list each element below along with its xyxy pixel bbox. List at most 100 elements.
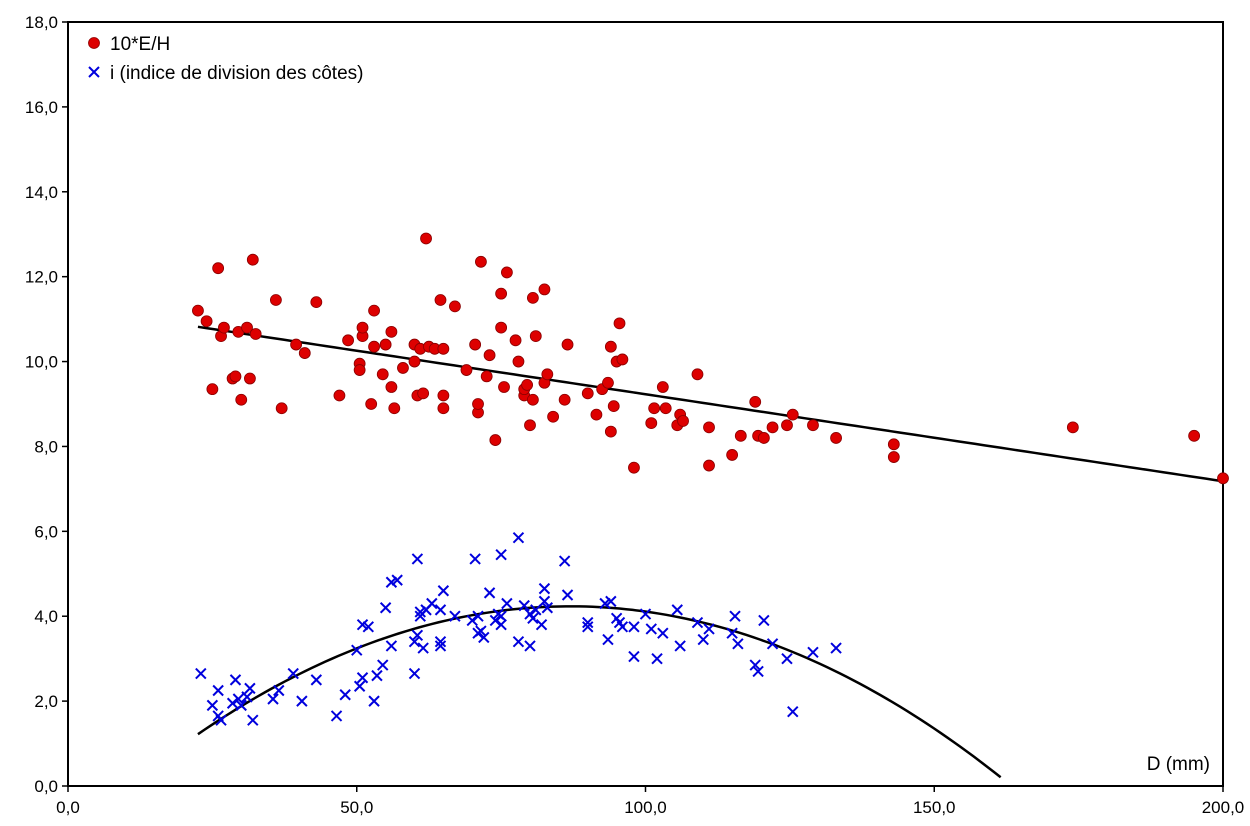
data-point-x: [697, 633, 709, 646]
data-point-x: [527, 612, 539, 625]
data-point-circle: [333, 389, 346, 402]
data-point-circle: [500, 266, 513, 279]
data-point-circle: [781, 419, 793, 432]
data-point-x: [287, 667, 299, 680]
legend-label-index: i (indice de division des côtes): [110, 63, 363, 84]
data-point-x: [807, 646, 819, 659]
data-point-circle: [734, 429, 747, 442]
data-point-circle: [342, 334, 354, 347]
x-tick-label: 100,0: [624, 798, 667, 817]
data-point-circle: [472, 398, 484, 410]
data-point-circle: [1188, 429, 1201, 442]
data-point-x: [195, 667, 207, 680]
data-point-circle: [512, 355, 525, 368]
data-point-x: [495, 619, 507, 631]
data-point-circle: [538, 283, 551, 296]
data-point-x: [241, 691, 253, 703]
data-point-circle: [475, 255, 487, 268]
data-point-x: [478, 631, 490, 644]
data-point-x: [758, 614, 770, 627]
data-point-circle: [212, 262, 225, 275]
data-point-circle: [830, 432, 842, 444]
data-point-circle: [645, 417, 658, 430]
data-point-x: [296, 695, 308, 707]
data-point-x: [787, 706, 799, 718]
data-point-circle: [480, 370, 493, 383]
data-point-circle: [495, 321, 508, 334]
data-point-circle: [249, 328, 262, 340]
data-point-x: [267, 693, 279, 705]
data-point-circle: [526, 291, 539, 304]
data-point-circle: [385, 325, 398, 338]
data-point-circle: [235, 393, 248, 406]
data-point-circle: [541, 368, 554, 381]
legend-label-ratio: 10*E/H: [110, 34, 170, 55]
data-point-circle: [628, 461, 640, 474]
data-point-x: [628, 650, 640, 663]
data-point-circle: [365, 398, 378, 410]
data-point-x: [235, 699, 247, 712]
x-axis-title: D (mm): [1147, 754, 1210, 775]
data-point-circle: [524, 419, 536, 432]
data-point-x: [212, 684, 224, 697]
data-point-x: [538, 582, 551, 595]
data-point-circle: [590, 408, 603, 421]
y-tick-label: 18,0: [25, 13, 58, 32]
data-point-circle: [757, 432, 770, 444]
y-tick-label: 10,0: [25, 353, 58, 372]
data-point-x: [628, 621, 640, 633]
data-point-x: [472, 610, 484, 622]
data-point-x: [469, 553, 481, 565]
data-point-x: [489, 614, 502, 627]
data-point-x: [247, 714, 259, 726]
data-point-x: [434, 635, 447, 648]
data-point-circle: [703, 421, 715, 434]
data-point-circle: [460, 364, 473, 376]
data-point-x: [726, 627, 738, 639]
data-point-x: [368, 695, 380, 707]
data-point-x: [766, 638, 779, 650]
data-point-circle: [526, 393, 539, 406]
y-tick-label: 6,0: [34, 522, 58, 541]
data-point-x: [657, 627, 669, 639]
y-tick-label: 8,0: [34, 437, 58, 456]
data-point-circle: [659, 402, 672, 415]
data-point-circle: [558, 393, 571, 406]
data-point-x: [729, 610, 741, 622]
data-point-circle: [1217, 472, 1229, 485]
data-point-circle: [677, 415, 689, 427]
data-point-circle: [604, 425, 617, 438]
data-points: [192, 232, 1229, 726]
data-point-x: [602, 633, 614, 646]
data-point-circle: [246, 253, 259, 266]
data-point-circle: [616, 353, 629, 366]
data-point-circle: [509, 334, 522, 347]
data-point-circle: [602, 376, 614, 389]
data-point-circle: [434, 294, 447, 306]
data-point-x: [466, 614, 478, 627]
data-point-x: [356, 672, 369, 684]
data-point-x: [518, 599, 530, 612]
data-point-circle: [648, 402, 661, 415]
data-point-circle: [408, 355, 421, 368]
data-point-x: [512, 635, 525, 648]
data-point-circle: [656, 381, 669, 393]
data-point-circle: [244, 372, 256, 385]
plot-area-frame: [67, 21, 1224, 787]
data-point-circle: [561, 338, 574, 351]
data-point-circle: [547, 410, 559, 423]
data-point-x: [426, 597, 438, 610]
data-point-x: [674, 640, 686, 652]
x-tick-label: 0,0: [56, 798, 80, 817]
data-point-x: [353, 680, 366, 692]
data-point-x: [362, 621, 375, 633]
data-point-x: [645, 623, 657, 635]
data-point-x: [206, 699, 219, 712]
data-point-x: [749, 659, 761, 671]
y-tick-label: 4,0: [34, 607, 58, 626]
data-point-circle: [368, 304, 380, 317]
data-point-circle: [388, 402, 401, 415]
data-point-circle: [218, 321, 230, 334]
